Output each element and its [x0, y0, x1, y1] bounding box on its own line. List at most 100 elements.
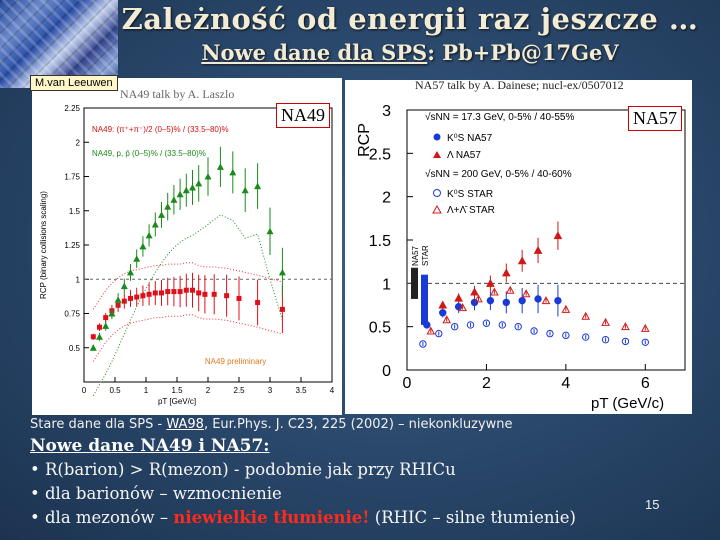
na57-legend-k0s-marker: [433, 133, 441, 141]
na49-y-tick-label: 0.75: [64, 310, 80, 319]
na57-lambda-star-point: [541, 296, 551, 305]
na57-lambda-point: [517, 256, 527, 265]
na49-proton-point: [170, 196, 178, 203]
na49-y-tick-label: 1.25: [64, 241, 80, 250]
na57-x-tick-label: 4: [561, 375, 570, 392]
na57-band-label-star: STAR: [421, 245, 430, 266]
na57-k0s-point: [502, 298, 510, 307]
na49-proton-point: [254, 182, 262, 190]
na57-k0s-star-point: [498, 321, 507, 329]
na49-proton-point: [145, 231, 153, 239]
na49-pion-point: [183, 287, 189, 293]
na49-pion-point: [202, 291, 208, 297]
na49-x-tick-label: 0: [82, 386, 87, 395]
na49-legend-pions: NA49: (π⁺+π⁻)/2 (0–5)% / (33.5–80)%: [92, 125, 229, 134]
na49-proton-point: [195, 179, 203, 187]
na57-legend-header-rhic: √sNN = 200 GeV, 0-5% / 40-60%: [425, 168, 572, 180]
bullet-2: • dla barionów – wzmocnienie: [30, 484, 282, 503]
na57-talk-note: NA57 talk by A. Dainese; nucl-ex/0507012: [415, 78, 624, 92]
na57-band-star: [421, 274, 428, 325]
na49-label-box: NA49: [276, 103, 330, 128]
na49-proton-point: [278, 268, 286, 276]
na57-y-tick-label: 3: [382, 103, 391, 120]
na57-x-tick-label: 6: [641, 375, 650, 392]
na57-lambda-star-point: [490, 287, 499, 296]
na49-pion-point: [90, 334, 96, 340]
na57-y-tick-label: 2.5: [369, 146, 391, 163]
na49-pion-point: [196, 290, 202, 296]
na49-y-axis-label: RCP (binary collisions scaling): [39, 191, 48, 299]
page-number: 15: [645, 497, 660, 512]
na57-k0s-star-point: [562, 331, 570, 340]
na57-k0s-star-point: [582, 333, 590, 341]
na57-lambda-point: [533, 245, 543, 254]
na57-k0s-star-point: [466, 321, 475, 329]
old-data-ref: WA98: [166, 417, 204, 432]
na57-lambda-point: [501, 268, 511, 277]
na49-proton-point: [176, 190, 184, 198]
na49-y-tick-label: 1.75: [64, 173, 80, 182]
na49-pion-point: [140, 293, 146, 299]
na49-x-axis-label: pT [GeV/c]: [158, 397, 196, 406]
old-data-note: Stare dane dla SPS - WA98, Eur.Phys. J. …: [30, 417, 513, 432]
na57-x-tick-label: 2: [482, 375, 491, 392]
na49-proton-point: [151, 220, 159, 228]
na57-legend-lambda-star-marker: [432, 204, 442, 214]
na49-preliminary-label: NA49 preliminary: [205, 357, 266, 366]
na49-x-tick-label: 3: [268, 386, 273, 395]
na57-legend-header-sps: √sNN = 17.3 GeV, 0-5% / 40-55%: [425, 111, 574, 123]
na57-lambda-star-point: [458, 303, 467, 312]
na57-x-tick-label: 0: [403, 375, 412, 392]
author-tag: M.van Leeuwen: [30, 75, 118, 91]
old-data-prefix: Stare dane dla SPS -: [30, 417, 167, 432]
na49-y-tick-label: 2: [76, 138, 81, 147]
na57-label-box: NA57: [628, 106, 682, 131]
na57-lambda-star-point: [474, 294, 483, 303]
na57-lambda-star-point: [640, 323, 650, 332]
na49-proton-point: [139, 242, 147, 250]
na57-lambda-point: [438, 300, 448, 309]
na49-proton-point: [127, 268, 134, 276]
na57-y-tick-label: 0.5: [369, 320, 391, 337]
na49-x-tick-label: 2.5: [233, 386, 245, 395]
na49-pion-point: [190, 287, 195, 293]
bullet-3-suffix: (RHIC – silne tłumienie): [369, 508, 576, 527]
bullet-3: • dla mezonów – niewielkie tłumienie! (R…: [30, 508, 576, 527]
na57-lambda-star-point: [505, 285, 515, 294]
na49-pion-band-lower: [92, 314, 283, 362]
na49-pion-point: [134, 294, 140, 300]
na57-k0s-point: [554, 296, 562, 305]
na57-k0s-star-point: [641, 338, 649, 346]
stained-glass-banner: [0, 0, 118, 88]
na57-k0s-star-point: [419, 340, 427, 348]
na49-proton-point: [133, 255, 141, 262]
na57-lambda-point: [486, 278, 495, 287]
na49-proton-point: [189, 183, 196, 191]
na49-x-tick-label: 2: [206, 386, 211, 395]
na49-pion-point: [159, 290, 164, 296]
na49-proton-point: [96, 333, 103, 340]
na57-lambda-star-point: [426, 326, 436, 335]
na57-k0s-point: [534, 295, 542, 303]
na57-k0s-point: [518, 296, 526, 305]
na57-y-tick-label: 2: [382, 190, 391, 207]
na49-pion-point: [103, 315, 109, 321]
na49-y-tick-label: 0.5: [69, 344, 81, 353]
na49-pion-point: [177, 289, 183, 295]
na49-proton-point: [266, 227, 274, 235]
na57-y-tick-label: 1: [382, 276, 391, 293]
na57-k0s-star-point: [530, 327, 538, 335]
na49-proton-point: [164, 203, 172, 210]
bullet-3-prefix: • dla mezonów –: [30, 508, 174, 527]
na57-lambda-star-point: [621, 322, 630, 331]
na49-plot: 0.5 0.75 1 1.25 1.5 1.75 2 2.25 0 0.5 1 1.5 2 2.5 3 3.5…: [39, 104, 335, 406]
na49-pion-point: [152, 290, 158, 296]
na49-proton-point: [89, 344, 97, 351]
na57-legend-k0s-star-marker: [433, 189, 441, 197]
na57-k0s-star-point: [621, 337, 630, 346]
na57-lambda-star-point: [521, 289, 531, 298]
na57-legend-lambda-marker: [433, 151, 441, 158]
na57-k0s-star-point: [514, 322, 522, 331]
na49-proton-point: [158, 211, 165, 218]
